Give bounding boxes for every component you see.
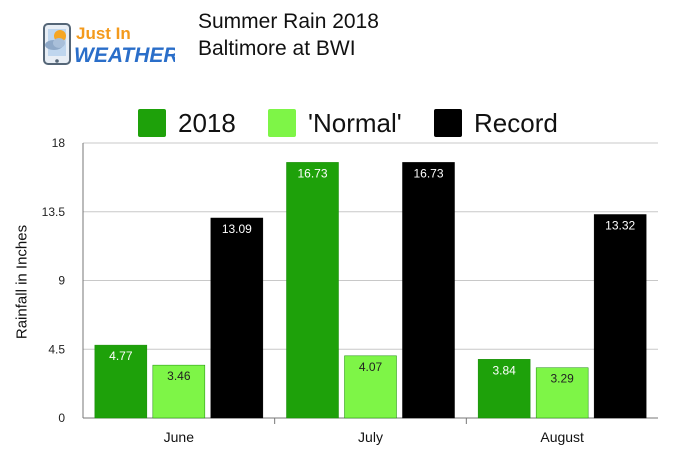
legend-label-2018: 2018 <box>178 107 236 138</box>
x-tick-label: August <box>540 429 584 445</box>
data-label: 13.09 <box>222 222 252 236</box>
bar <box>286 162 339 419</box>
logo: Just In WEATHER <box>43 23 175 67</box>
legend-swatch-normal <box>268 109 296 137</box>
y-tick-label: 0 <box>58 411 65 425</box>
bar <box>94 344 148 419</box>
legend-item-2018: 2018 <box>138 103 236 143</box>
bar <box>535 367 589 419</box>
legend-label-normal: 'Normal' <box>308 107 402 138</box>
bar <box>210 217 264 419</box>
bar <box>344 355 397 419</box>
x-tick-label: June <box>164 429 195 445</box>
legend-label-record: Record <box>474 107 558 138</box>
legend-item-record: Record <box>434 103 558 143</box>
data-label: 4.77 <box>109 349 133 363</box>
y-tick-label: 18 <box>52 136 66 150</box>
bar <box>402 162 455 419</box>
chart-title-block: Summer Rain 2018 Baltimore at BWI <box>198 8 379 62</box>
data-label: 13.32 <box>605 219 635 233</box>
x-tick-label: July <box>358 429 383 445</box>
legend-swatch-record <box>434 109 462 137</box>
logo-text-bottom: WEATHER <box>74 44 175 67</box>
chart-title: Summer Rain 2018 <box>198 10 379 33</box>
legend: 2018 'Normal' Record <box>0 103 675 143</box>
chart-subtitle: Baltimore at BWI <box>198 37 356 60</box>
data-label: 4.07 <box>359 360 383 374</box>
bar <box>593 214 647 419</box>
y-tick-label: 13.5 <box>42 205 66 219</box>
legend-swatch-2018 <box>138 109 166 137</box>
data-label: 3.84 <box>492 363 516 377</box>
bar <box>477 359 531 419</box>
y-tick-label: 4.5 <box>48 342 65 356</box>
data-label: 3.46 <box>167 369 191 383</box>
logo-text-top: Just In <box>76 24 131 43</box>
weather-phone-icon <box>43 23 71 65</box>
data-label: 16.73 <box>297 166 327 180</box>
data-label: 3.29 <box>550 372 574 386</box>
y-tick-label: 9 <box>58 274 65 288</box>
data-label: 16.73 <box>413 166 443 180</box>
legend-item-normal: 'Normal' <box>268 103 402 143</box>
bar <box>152 364 206 419</box>
